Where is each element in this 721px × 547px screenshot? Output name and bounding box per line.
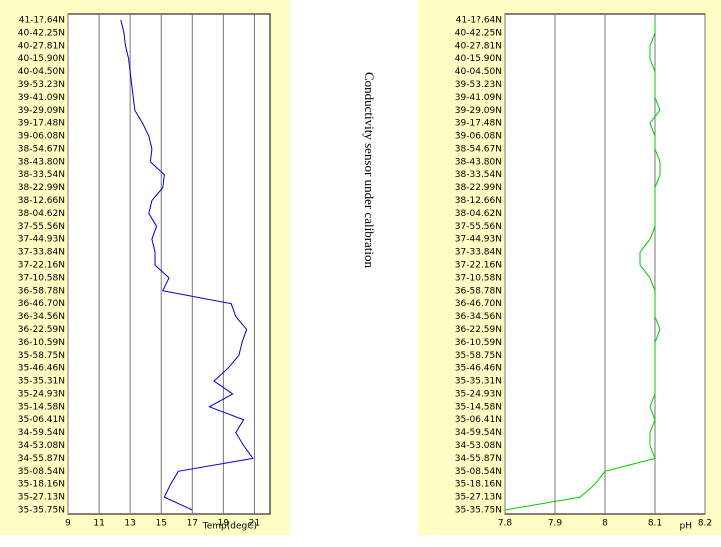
y-tick-label: 35-46.46N bbox=[18, 364, 65, 374]
y-tick-label: 40-27.81N bbox=[455, 41, 502, 51]
y-tick-label: 35-35.31N bbox=[18, 377, 65, 387]
y-tick-label: 41-1?.64N bbox=[456, 16, 502, 26]
y-tick-label: 35-27.13N bbox=[455, 493, 502, 503]
y-tick-label: 35-06.41N bbox=[455, 415, 502, 425]
y-tick-label: 40-27.81N bbox=[18, 41, 65, 51]
y-tick-label: 35-35.31N bbox=[455, 377, 502, 387]
y-tick-label: 40-15.90N bbox=[18, 54, 65, 64]
profile-line bbox=[120, 19, 254, 511]
x-tick-label: 7.8 bbox=[498, 519, 513, 529]
x-tick-label: 17 bbox=[187, 519, 198, 529]
y-tick-label: 36-46.70N bbox=[455, 299, 502, 309]
y-tick-label: 36-46.70N bbox=[18, 299, 65, 309]
plot-area bbox=[67, 13, 271, 515]
y-tick-label: 36-34.56N bbox=[18, 312, 65, 322]
y-tick-label: 41-1?.64N bbox=[19, 16, 65, 26]
y-tick-label: 36-22.59N bbox=[455, 325, 502, 335]
x-tick-label: 9 bbox=[65, 519, 71, 529]
y-tick-label: 34-55.87N bbox=[18, 454, 65, 464]
y-tick-label: 34-55.87N bbox=[455, 454, 502, 464]
y-tick-label: 35-18.16N bbox=[18, 480, 65, 490]
y-tick-label: 40-04.50N bbox=[18, 67, 65, 77]
y-tick-label: 36-34.56N bbox=[455, 312, 502, 322]
y-tick-label: 34-53.08N bbox=[455, 441, 502, 451]
y-tick-label: 35-35.75N bbox=[455, 506, 502, 516]
y-tick-label: 36-10.59N bbox=[455, 338, 502, 348]
y-tick-label: 35-58.75N bbox=[18, 351, 65, 361]
y-tick-label: 38-22.99N bbox=[455, 183, 502, 193]
y-tick-label: 35-08.54N bbox=[18, 467, 65, 477]
y-tick-label: 37-33.84N bbox=[18, 248, 65, 258]
x-tick-label: 7.9 bbox=[548, 519, 563, 529]
x-tick-label: 11 bbox=[93, 519, 104, 529]
x-tick-label: 8 bbox=[602, 519, 608, 529]
y-tick-label: 37-44.93N bbox=[455, 235, 502, 245]
y-tick-label: 37-55.56N bbox=[18, 222, 65, 232]
y-tick-label: 35-27.13N bbox=[18, 493, 65, 503]
y-tick-label: 40-15.90N bbox=[455, 54, 502, 64]
y-tick-label: 35-58.75N bbox=[455, 351, 502, 361]
y-tick-label: 39-41.09N bbox=[455, 93, 502, 103]
x-tick-label: 19 bbox=[218, 519, 230, 529]
y-tick-label: 38-43.80N bbox=[455, 157, 502, 167]
y-tick-label: 35-06.41N bbox=[18, 415, 65, 425]
y-tick-label: 36-58.78N bbox=[18, 286, 65, 296]
y-tick-label: 35-08.54N bbox=[455, 467, 502, 477]
y-tick-label: 37-55.56N bbox=[455, 222, 502, 232]
y-tick-label: 40-04.50N bbox=[455, 67, 502, 77]
y-tick-label: 38-04.62N bbox=[18, 209, 65, 219]
y-tick-label: 36-22.59N bbox=[18, 325, 65, 335]
y-tick-label: 37-10.58N bbox=[455, 273, 502, 283]
annotation: Conductivity sensor under calibration bbox=[362, 72, 377, 269]
y-tick-label: 37-22.16N bbox=[455, 261, 502, 271]
y-tick-label: 35-35.75N bbox=[18, 506, 65, 516]
y-tick-label: 35-46.46N bbox=[455, 364, 502, 374]
x-axis-label: pH bbox=[680, 522, 692, 532]
x-tick-label: 8.2 bbox=[698, 519, 712, 529]
y-tick-label: 39-17.48N bbox=[18, 119, 65, 129]
y-tick-label: 37-33.84N bbox=[455, 248, 502, 258]
y-tick-label: 39-53.23N bbox=[455, 80, 502, 90]
profile-line bbox=[504, 20, 661, 511]
y-tick-label: 39-53.23N bbox=[18, 80, 65, 90]
y-tick-label: 37-10.58N bbox=[18, 273, 65, 283]
y-tick-label: 34-59.54N bbox=[18, 428, 65, 438]
y-tick-label: 40-42.25N bbox=[455, 28, 502, 38]
y-tick-label: 35-18.16N bbox=[455, 480, 502, 490]
y-tick-label: 40-42.25N bbox=[18, 28, 65, 38]
y-tick-label: 39-06.08N bbox=[455, 132, 502, 142]
x-tick-label: 15 bbox=[156, 519, 167, 529]
y-tick-label: 35-14.58N bbox=[455, 402, 502, 412]
chart-panel: 7.8 7.9 8 8.1 8.2 pH 41-1?.64N 40-42.25N 40-27.8… bbox=[418, 0, 721, 535]
y-tick-label: 39-06.08N bbox=[18, 132, 65, 142]
y-tick-label: 35-14.58N bbox=[18, 402, 65, 412]
y-tick-label: 38-12.66N bbox=[18, 196, 65, 206]
y-tick-label: 36-58.78N bbox=[455, 286, 502, 296]
y-tick-label: 36-10.59N bbox=[18, 338, 65, 348]
x-tick-label: 13 bbox=[124, 519, 135, 529]
y-tick-label: 38-33.54N bbox=[18, 170, 65, 180]
x-tick-label: 21 bbox=[249, 519, 260, 529]
y-tick-label: 39-29.09N bbox=[18, 106, 65, 116]
y-tick-label: 39-29.09N bbox=[455, 106, 502, 116]
y-tick-label: 35-24.93N bbox=[18, 389, 65, 399]
y-tick-label: 39-17.48N bbox=[455, 119, 502, 129]
y-tick-label: 37-22.16N bbox=[18, 261, 65, 271]
y-tick-label: 37-44.93N bbox=[18, 235, 65, 245]
y-tick-label: 38-22.99N bbox=[18, 183, 65, 193]
y-tick-label: 34-53.08N bbox=[18, 441, 65, 451]
y-tick-label: 34-59.54N bbox=[455, 428, 502, 438]
y-tick-label: 38-54.67N bbox=[18, 144, 65, 154]
y-tick-label: 38-54.67N bbox=[455, 144, 502, 154]
x-tick-label: 8.1 bbox=[648, 519, 662, 529]
y-tick-label: 35-24.93N bbox=[455, 389, 502, 399]
y-tick-label: 38-04.62N bbox=[455, 209, 502, 219]
y-tick-label: 38-12.66N bbox=[455, 196, 502, 206]
y-tick-label: 38-33.54N bbox=[455, 170, 502, 180]
y-tick-label: 39-41.09N bbox=[18, 93, 65, 103]
y-tick-label: 38-43.80N bbox=[18, 157, 65, 167]
x-axis-label: Temp(degC) bbox=[202, 522, 257, 532]
